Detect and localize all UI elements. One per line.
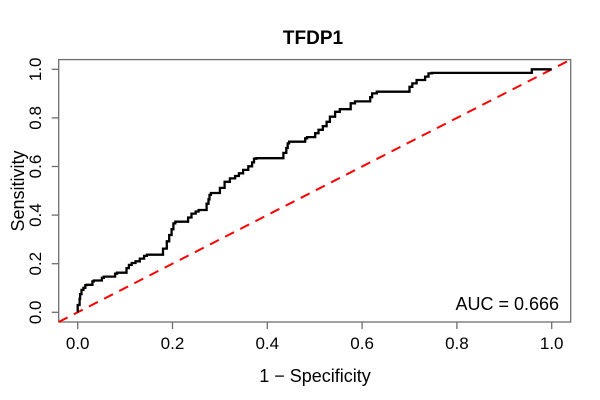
y-tick-label: 0.6	[26, 155, 45, 179]
x-tick-label: 1.0	[540, 334, 564, 353]
chart-title: TFDP1	[283, 28, 344, 49]
y-tick-label: 0.0	[26, 300, 45, 324]
y-tick-label: 0.4	[26, 203, 45, 227]
x-tick-label: 0.4	[255, 334, 279, 353]
x-tick-label: 0.6	[350, 334, 374, 353]
auc-annotation: AUC = 0.666	[455, 294, 559, 314]
x-tick-label: 0.8	[445, 334, 469, 353]
y-tick-label: 1.0	[26, 57, 45, 81]
chance-diagonal-line	[58, 58, 572, 323]
y-tick-label: 0.8	[26, 106, 45, 130]
x-tick-label: 0.2	[161, 334, 185, 353]
x-tick-label: 0.0	[66, 334, 90, 353]
roc-curve	[76, 68, 552, 313]
y-tick-label: 0.2	[26, 252, 45, 276]
plot-border	[58, 58, 572, 323]
y-axis-label: Sensitivity	[8, 150, 28, 231]
plot-layer: 0.0 0.2 0.4 0.6 0.8 1.0 0.0 0.2 0.4 0.6 0.8 1.0	[26, 57, 572, 353]
x-axis-label: 1 − Specificity	[259, 366, 371, 386]
